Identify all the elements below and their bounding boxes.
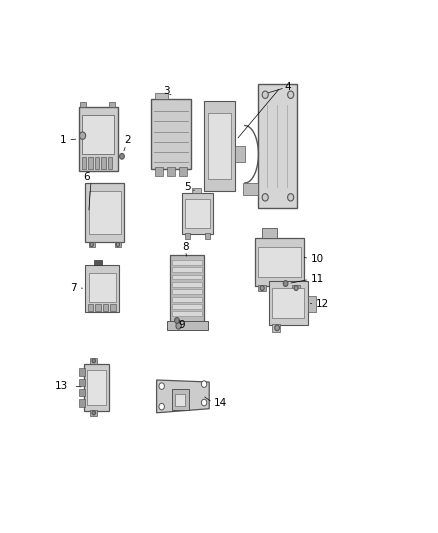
Bar (235, 146, 245, 163)
Bar (307, 296, 316, 312)
Circle shape (201, 399, 207, 406)
Circle shape (275, 325, 279, 330)
Text: 11: 11 (311, 274, 324, 285)
Circle shape (294, 286, 298, 290)
Bar (172, 304, 202, 309)
Bar (172, 274, 202, 279)
Bar (90, 410, 97, 416)
Bar (152, 99, 191, 168)
Bar (108, 157, 112, 168)
Bar (88, 191, 121, 235)
Circle shape (159, 403, 164, 410)
Text: 14: 14 (214, 398, 228, 408)
Bar (94, 260, 102, 265)
Bar (95, 157, 99, 168)
Circle shape (120, 154, 124, 159)
Bar (172, 297, 202, 302)
Text: 9: 9 (179, 320, 185, 329)
Bar (293, 285, 300, 292)
Text: 3: 3 (163, 86, 170, 95)
Text: 2: 2 (124, 135, 131, 145)
Circle shape (288, 193, 294, 201)
Bar (82, 157, 86, 168)
Bar (167, 167, 175, 176)
Bar (268, 281, 307, 325)
Bar (88, 241, 95, 247)
Circle shape (116, 243, 120, 247)
Text: 7: 7 (70, 282, 77, 293)
Text: 6: 6 (84, 172, 90, 182)
Circle shape (260, 286, 264, 290)
Bar (262, 228, 277, 238)
Bar (205, 233, 210, 239)
Text: 13: 13 (55, 381, 68, 391)
Bar (175, 393, 185, 406)
Bar (172, 282, 202, 287)
Text: 5: 5 (184, 182, 191, 192)
Bar (258, 84, 297, 207)
Bar (172, 267, 202, 272)
Bar (85, 265, 119, 312)
Bar (155, 93, 169, 99)
Bar (88, 273, 116, 302)
Circle shape (90, 243, 93, 247)
Circle shape (175, 318, 179, 324)
Bar (192, 188, 201, 193)
Bar (79, 399, 85, 407)
Polygon shape (156, 380, 209, 413)
Circle shape (283, 281, 288, 286)
Bar (172, 390, 189, 410)
Bar (170, 255, 204, 322)
Bar (272, 288, 304, 318)
Bar (109, 102, 115, 107)
Circle shape (92, 411, 95, 415)
Bar (182, 193, 212, 235)
Text: 4: 4 (284, 82, 290, 92)
Bar (172, 311, 202, 317)
Circle shape (159, 383, 164, 390)
Bar (172, 289, 202, 294)
Bar (103, 304, 108, 311)
Bar (90, 358, 97, 364)
Circle shape (80, 132, 86, 139)
Text: 12: 12 (316, 299, 329, 309)
Bar (85, 183, 124, 243)
Circle shape (288, 91, 294, 99)
Bar (88, 304, 93, 311)
Bar (87, 370, 106, 405)
Bar (258, 247, 301, 277)
Bar (172, 260, 202, 265)
Circle shape (201, 381, 207, 387)
Circle shape (92, 359, 95, 363)
Bar (115, 241, 121, 247)
Bar (79, 379, 85, 386)
Bar (167, 321, 208, 330)
Circle shape (262, 193, 268, 201)
Text: 8: 8 (182, 241, 189, 252)
Bar (185, 199, 210, 228)
Bar (155, 167, 163, 176)
Bar (79, 368, 85, 376)
Bar (258, 285, 266, 292)
Circle shape (176, 322, 181, 329)
Bar (208, 113, 231, 179)
Bar (84, 364, 109, 411)
Bar (255, 238, 304, 286)
Bar (79, 389, 85, 397)
Bar (179, 167, 187, 176)
Circle shape (262, 91, 268, 99)
Bar (88, 157, 93, 168)
Bar (101, 157, 106, 168)
Bar (82, 115, 114, 154)
Bar (185, 233, 190, 239)
Bar (95, 304, 101, 311)
Bar (204, 101, 235, 191)
Bar (78, 107, 117, 171)
Bar (243, 183, 258, 195)
Bar (80, 102, 86, 107)
Bar (272, 324, 280, 332)
Text: 10: 10 (311, 254, 324, 264)
Text: 1: 1 (60, 135, 67, 145)
Bar (110, 304, 116, 311)
